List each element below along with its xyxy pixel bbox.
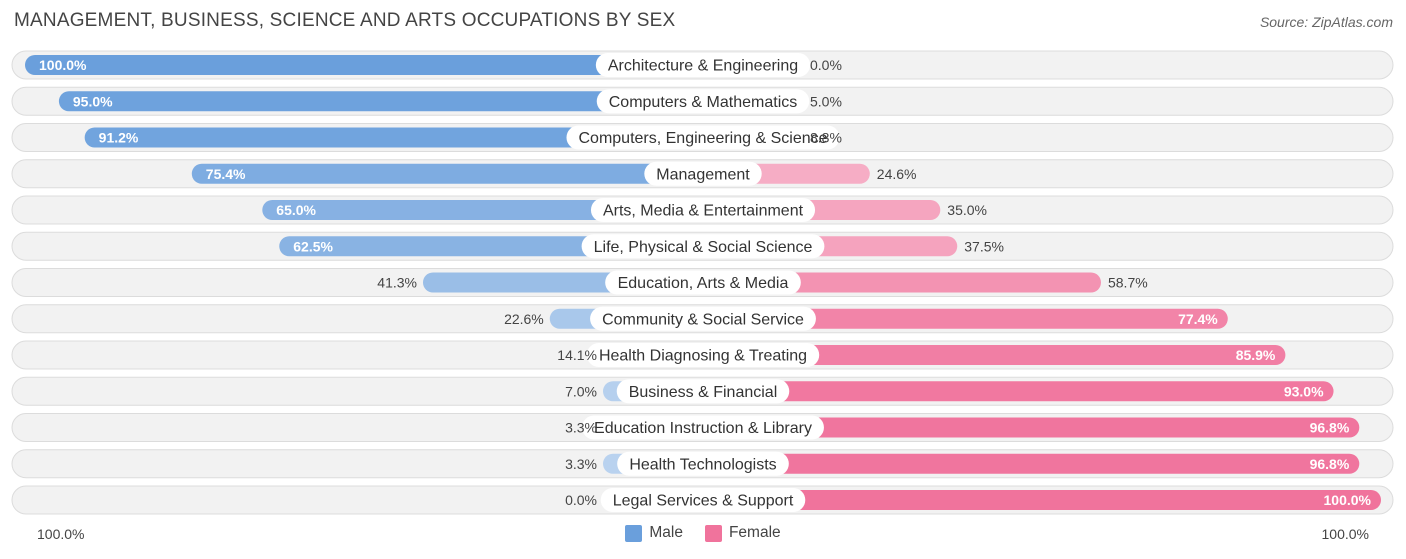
female-bar <box>703 381 1334 402</box>
female-value-label: 5.0% <box>810 93 842 109</box>
diverging-bar-chart: Architecture & Engineering 100.0% 0.0% Comp… <box>11 50 1394 515</box>
female-value-label: 100.0% <box>1324 492 1372 508</box>
female-value-label: 96.8% <box>1310 456 1350 472</box>
female-value-label: 85.9% <box>1236 347 1276 363</box>
category-pill <box>617 451 789 476</box>
female-value-label: 24.6% <box>877 166 917 182</box>
axis-left-label: 100.0% <box>37 526 85 542</box>
category-pill <box>596 89 810 114</box>
legend: Male Female <box>0 524 1406 542</box>
category-label: Community & Social Service <box>602 311 804 328</box>
category-pill <box>590 306 816 331</box>
male-value-label: 65.0% <box>276 202 316 218</box>
source-credit: Source: ZipAtlas.com <box>1259 14 1393 30</box>
category-pill <box>586 343 820 367</box>
male-value-label: 91.2% <box>99 130 139 146</box>
category-pill <box>644 161 762 186</box>
chart-title: MANAGEMENT, BUSINESS, SCIENCE AND ARTS O… <box>14 10 676 31</box>
category-label: Computers, Engineering & Science <box>578 130 827 147</box>
female-value-label: 8.8% <box>810 130 842 146</box>
legend-label-male: Male <box>649 524 683 541</box>
male-value-label: 41.3% <box>377 275 417 291</box>
category-pill <box>582 415 824 440</box>
male-bar <box>191 163 703 184</box>
female-bar <box>703 272 1101 293</box>
female-value-label: 35.0% <box>947 202 987 218</box>
category-label: Education, Arts & Media <box>618 275 789 292</box>
female-value-label: 0.0% <box>810 57 842 73</box>
female-value-label: 93.0% <box>1284 383 1324 399</box>
male-value-label: 14.1% <box>557 347 597 363</box>
female-swatch <box>704 524 722 542</box>
legend-item-female: Female <box>704 524 781 542</box>
male-value-label: 7.0% <box>565 383 597 399</box>
category-label: Life, Physical & Social Science <box>594 239 813 256</box>
female-value-label: 96.8% <box>1310 420 1350 436</box>
male-value-label: 0.0% <box>565 492 597 508</box>
female-bar <box>703 490 1381 510</box>
female-bar <box>703 345 1286 365</box>
male-value-label: 62.5% <box>293 238 333 254</box>
category-label: Business & Financial <box>629 384 778 401</box>
category-pill <box>605 270 801 295</box>
male-value-label: 100.0% <box>39 57 87 73</box>
category-pill <box>566 125 840 150</box>
female-bar <box>703 308 1228 329</box>
category-label: Education Instruction & Library <box>594 420 812 437</box>
female-value-label: 77.4% <box>1178 311 1218 327</box>
female-value-label: 58.7% <box>1108 275 1148 291</box>
male-bar <box>84 127 703 148</box>
category-label: Architecture & Engineering <box>608 58 798 75</box>
category-pill <box>590 198 816 222</box>
male-value-label: 75.4% <box>206 166 246 182</box>
category-label: Management <box>656 166 750 183</box>
female-value-label: 37.5% <box>964 238 1004 254</box>
male-value-label: 3.3% <box>565 456 597 472</box>
legend-label-female: Female <box>728 524 781 541</box>
category-label: Arts, Media & Entertainment <box>603 203 804 220</box>
category-label: Health Technologists <box>629 456 776 473</box>
male-bar <box>58 91 703 112</box>
female-bar <box>703 453 1360 474</box>
male-bar <box>25 55 703 75</box>
category-pill <box>581 234 825 259</box>
category-pill <box>600 488 806 512</box>
female-bar <box>703 417 1360 438</box>
legend-item-male: Male <box>625 524 683 542</box>
male-value-label: 95.0% <box>73 93 113 109</box>
male-value-label: 3.3% <box>565 420 597 436</box>
male-value-label: 22.6% <box>504 311 544 327</box>
male-swatch <box>625 524 643 542</box>
category-label: Computers & Mathematics <box>609 94 798 111</box>
category-label: Legal Services & Support <box>613 493 794 510</box>
axis-right-label: 100.0% <box>1321 526 1369 542</box>
category-label: Health Diagnosing & Treating <box>599 348 807 365</box>
category-pill <box>595 53 811 77</box>
category-pill <box>616 379 790 404</box>
